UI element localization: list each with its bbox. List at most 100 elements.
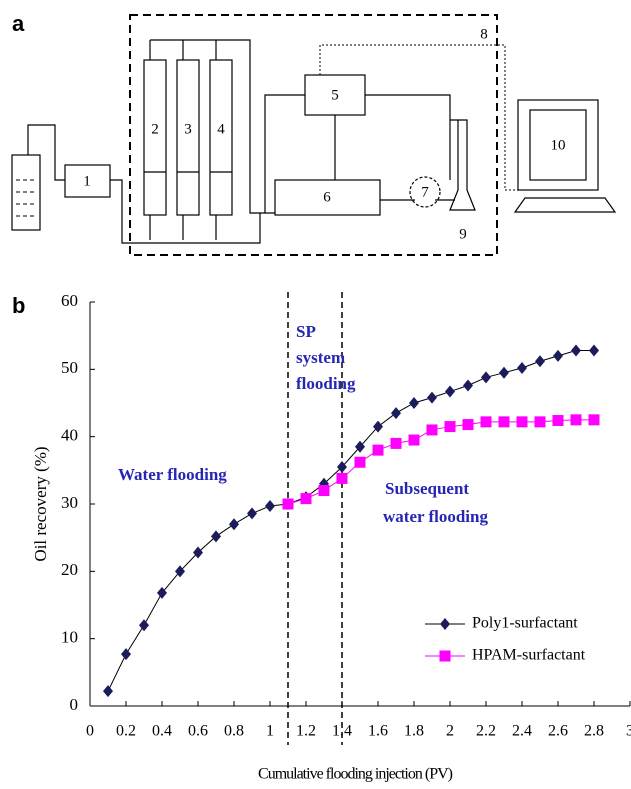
annotation: Subsequent [385,479,469,498]
diagram-label: 9 [459,226,467,242]
x-tick-label: 1.6 [368,723,388,740]
data-point [409,397,419,409]
data-point [247,507,257,520]
x-tick-label: 2.6 [548,723,568,740]
diagram-label: 5 [331,87,339,103]
data-point [462,419,474,431]
legend-label: Poly1-surfactant [472,615,578,632]
x-tick-label: 1.8 [404,723,424,740]
data-point [391,407,401,420]
data-point [390,437,402,449]
data-point [426,424,438,436]
data-point [175,565,185,578]
diagram-label: 1 [83,173,91,189]
diagram-label: 4 [217,121,225,137]
data-point [463,379,473,392]
y-tick-label: 60 [61,291,78,310]
dashed-box [129,14,498,256]
diagram-label: 6 [323,189,331,205]
annotation: system [296,348,345,367]
x-tick-label: 2.2 [476,723,496,740]
data-point [498,416,510,428]
data-point [229,518,239,531]
keyboard [513,197,617,213]
data-point [157,586,167,599]
data-point [517,361,527,374]
data-point [445,385,455,398]
data-point [193,546,203,559]
apparatus-diagram: 1 2 3 4 5 6 7 8 9 10 [11,14,617,256]
data-point [499,366,509,379]
data-point [534,416,546,428]
y-tick-label: 0 [70,695,79,714]
core-holder [274,179,381,216]
data-point [211,530,221,543]
data-point [318,485,330,497]
cylinder [449,119,476,211]
data-point [373,420,383,433]
data-point [589,344,599,357]
monitor [517,99,599,191]
x-tick-label: 2.8 [584,723,604,740]
pump [64,164,111,198]
data-point [570,414,582,426]
x-tick-label: 2 [446,723,454,740]
beaker [11,154,41,231]
y-tick-label: 10 [61,628,78,647]
y-tick-label: 20 [61,560,78,579]
x-tick-label: 0.4 [152,723,172,740]
data-point [372,444,384,456]
data-point [139,619,149,632]
data-point [571,344,581,357]
diagram-label: 2 [151,121,159,137]
data-point [516,416,528,428]
x-tick-label: 2.4 [512,723,532,740]
y-tick-label: 30 [61,493,78,512]
screen [529,109,587,181]
annotation: water flooding [383,507,488,526]
y-axis-title: Oil recovery (%) [31,446,50,561]
diagram-label: 3 [184,121,192,137]
x-tick-label: 1.2 [296,723,316,740]
chart: 0 10 20 30 40 50 60 0 0.2 0.4 0.6 0.8 1 1.2 1.4 1.6 1.8 2… [31,291,631,783]
x-tick-label: 3 [626,723,631,740]
data-point [337,460,347,473]
data-line [319,44,518,191]
x-axis-title: Cumulative flooding injection (PV) [258,766,453,783]
x-tick-label: 0.2 [116,723,136,740]
x-tick-label: 0.6 [188,723,208,740]
column [176,59,200,216]
column [209,59,233,216]
valve [409,176,441,208]
diagram-label: 10 [551,137,566,153]
wires [264,94,451,213]
data-point [444,421,456,433]
annotation: SP [296,322,316,341]
pipes [27,39,455,244]
legend-marker [440,618,450,630]
x-tick-label: 0 [86,723,94,740]
data-point [336,472,348,484]
data-point [588,414,600,426]
y-tick-label: 50 [61,358,78,377]
y-tick-label: 40 [61,426,78,445]
series-line [107,349,594,692]
column [143,59,167,216]
data-point [265,500,275,513]
data-point [481,371,491,384]
x-tick-label: 1 [266,723,274,740]
data-point [552,415,564,427]
data-point [535,355,545,368]
panel-label: b [12,293,25,318]
legend-marker [439,650,451,662]
data-point [282,498,294,510]
data-point [121,648,131,661]
data-point [355,440,365,453]
annotation: Water flooding [118,465,227,484]
data-point [408,434,420,446]
liquid [16,179,36,217]
annotation: flooding [296,374,356,393]
x-tick-label: 1.4 [332,723,352,740]
x-tick-label: 0.8 [224,723,244,740]
